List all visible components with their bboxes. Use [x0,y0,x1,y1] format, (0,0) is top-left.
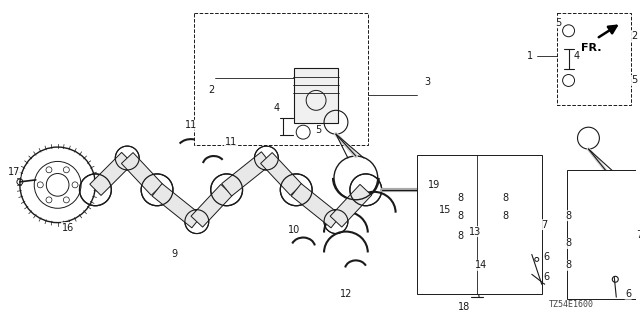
Text: 8: 8 [566,238,572,249]
Text: TZ54E1600: TZ54E1600 [549,300,594,308]
Text: 12: 12 [340,289,352,299]
Text: 6: 6 [543,272,550,282]
FancyBboxPatch shape [586,21,624,56]
Text: 4: 4 [573,51,580,60]
Text: 8: 8 [502,193,508,203]
Polygon shape [417,155,541,294]
Text: 3: 3 [424,77,431,87]
Text: 8: 8 [457,193,463,203]
Text: 2: 2 [631,31,637,41]
Text: 11: 11 [185,120,197,130]
Text: 8: 8 [502,211,508,221]
Text: 7: 7 [541,220,548,230]
Text: 18: 18 [458,302,470,312]
Polygon shape [557,13,631,105]
Polygon shape [90,152,133,196]
Text: 16: 16 [61,223,74,233]
Text: 8: 8 [457,211,463,221]
Polygon shape [221,152,271,196]
Text: 2: 2 [209,85,215,95]
Polygon shape [294,68,338,123]
Text: 15: 15 [439,205,451,215]
Text: 6: 6 [625,289,631,299]
Text: 14: 14 [475,260,487,270]
Text: 8: 8 [457,230,463,241]
Polygon shape [191,184,232,227]
Text: 9: 9 [171,249,177,260]
Text: 4: 4 [273,103,280,113]
Text: 19: 19 [428,180,440,190]
Text: 5: 5 [315,125,321,135]
Text: 7: 7 [636,229,640,240]
Text: 8: 8 [566,260,572,270]
Text: 8: 8 [566,211,572,221]
Text: 5: 5 [556,18,562,28]
Polygon shape [152,184,202,228]
Text: 11: 11 [225,137,237,147]
Text: FR.: FR. [581,43,602,53]
Text: 10: 10 [288,225,300,235]
Polygon shape [260,153,302,195]
Text: 13: 13 [469,227,481,236]
Text: 6: 6 [543,252,550,262]
Text: 1: 1 [527,51,533,60]
Polygon shape [566,170,636,299]
Polygon shape [291,184,341,228]
Polygon shape [194,13,368,145]
Polygon shape [122,153,163,195]
Polygon shape [330,184,372,227]
Text: 17: 17 [8,167,20,177]
Text: 5: 5 [631,76,637,85]
